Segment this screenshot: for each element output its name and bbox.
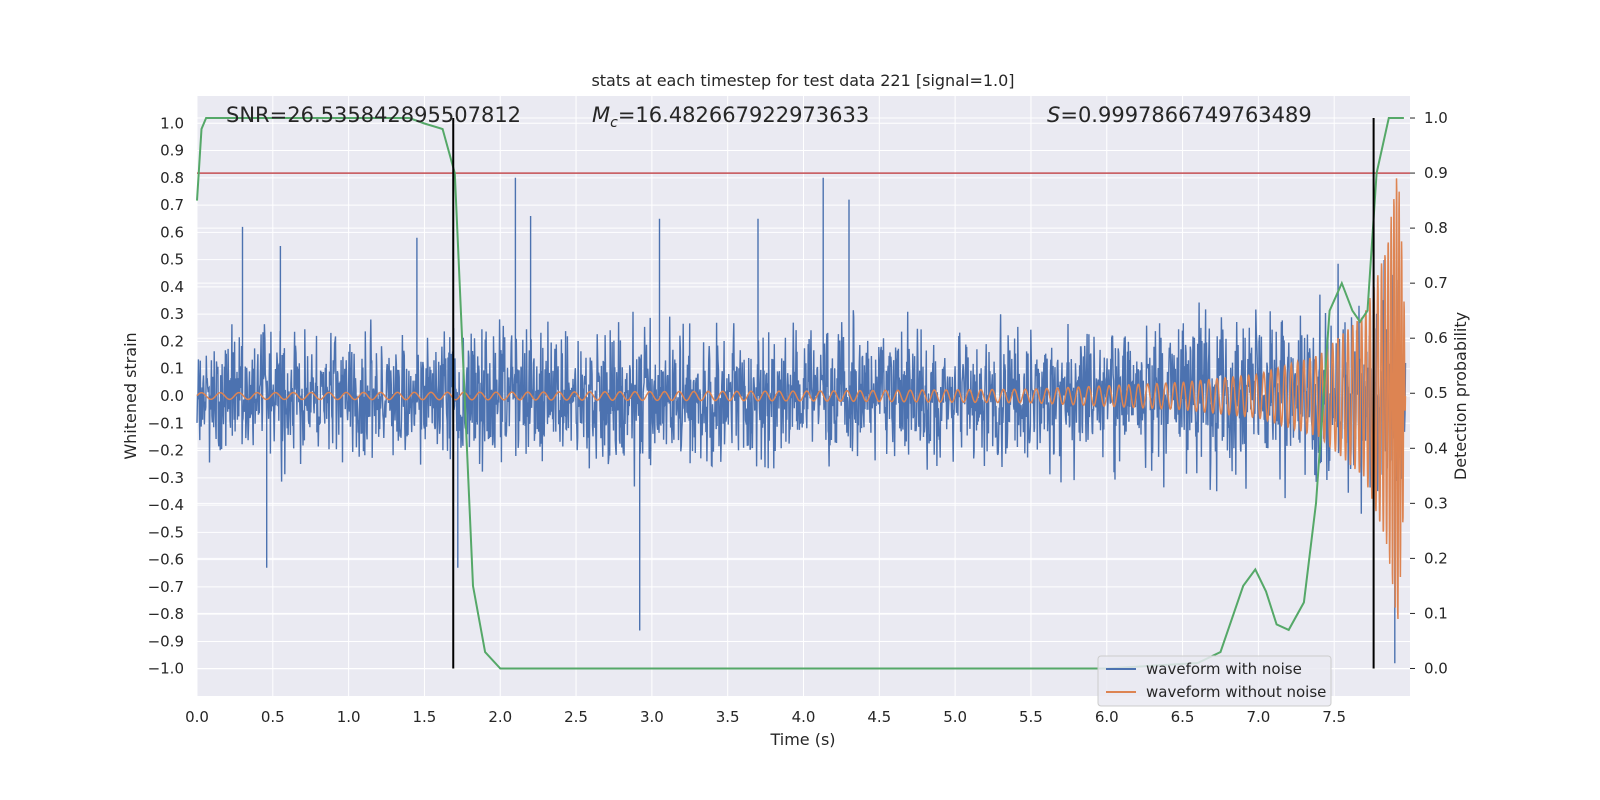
y-left-tick-label: 0.2 [160, 332, 184, 350]
y-left-tick-label: −0.7 [148, 578, 184, 596]
vertical-markers [452, 118, 1375, 669]
legend-label-clean: waveform without noise [1146, 683, 1326, 701]
y-left-tick-label: 0.9 [160, 142, 184, 160]
x-tick-label: 7.5 [1322, 708, 1346, 726]
y-left-tick-label: −0.6 [148, 551, 184, 569]
x-tick-label: 1.5 [413, 708, 437, 726]
y-axis-label-left: Whitened strain [121, 332, 140, 459]
annotation-snr: SNR=26.535842895507812 [226, 103, 521, 127]
x-tick-label: 3.0 [640, 708, 664, 726]
y-right-tick-label: 0.7 [1424, 274, 1448, 292]
y-right-tick-label: 0.2 [1424, 549, 1448, 567]
y-right-tick-label: 0.0 [1424, 659, 1448, 677]
x-tick-label: 6.0 [1095, 708, 1119, 726]
annotation-s: S=0.9997866749763489 [1047, 103, 1312, 127]
series-waveform-without-noise [196, 178, 1407, 620]
y-left-tick-label: −0.3 [148, 469, 184, 487]
y-right-tick-label: 0.5 [1424, 384, 1448, 402]
y-left-tick-label: 0.1 [160, 360, 184, 378]
line-waveform-without-noise [196, 178, 1407, 620]
legend: waveform with noise waveform without noi… [1097, 655, 1332, 707]
x-tick-label: 5.5 [1019, 708, 1043, 726]
y-left-tick-label: −0.8 [148, 605, 184, 623]
x-axis-label: Time (s) [769, 730, 835, 749]
y-left-tick-label: 0.7 [160, 196, 184, 214]
y-right-tick-label: 0.4 [1424, 439, 1448, 457]
x-tick-label: 6.5 [1171, 708, 1195, 726]
y-right-tick-label: 0.9 [1424, 164, 1448, 182]
y-right-tick-labels: 1.0 0.9 0.8 0.7 0.6 0.5 0.4 0.3 0.2 0.1 0.0 [1410, 109, 1448, 677]
x-tick-label: 3.5 [716, 708, 740, 726]
y-left-tick-label: −0.2 [148, 442, 184, 460]
y-left-tick-label: −0.1 [148, 414, 184, 432]
x-tick-labels: 0.0 0.5 1.0 1.5 2.0 2.5 3.0 3.5 4.0 4.5 5.0 5.5 6.0 6… [185, 708, 1346, 726]
y-right-tick-label: 0.6 [1424, 329, 1448, 347]
chart-title: stats at each timestep for test data 221… [591, 71, 1014, 90]
x-tick-label: 2.5 [564, 708, 588, 726]
x-tick-label: 1.0 [337, 708, 361, 726]
y-left-tick-label: 0.5 [160, 251, 184, 269]
y-left-tick-labels: 1.0 0.9 0.8 0.7 0.6 0.5 0.4 0.3 0.2 0.1 0.0 −0.1 −0.… [148, 114, 184, 677]
x-tick-label: 5.0 [943, 708, 967, 726]
y-axis-label-right: Detection probability [1451, 312, 1470, 480]
x-tick-label: 4.5 [867, 708, 891, 726]
y-left-tick-label: 0.3 [160, 305, 184, 323]
x-tick-label: 0.5 [261, 708, 285, 726]
y-left-tick-label: −0.4 [148, 496, 184, 514]
y-left-tick-label: −1.0 [148, 660, 184, 678]
y-left-tick-label: 0.0 [160, 387, 184, 405]
y-left-tick-label: −0.5 [148, 523, 184, 541]
y-left-tick-label: 0.4 [160, 278, 184, 296]
x-tick-label: 0.0 [185, 708, 209, 726]
y-right-tick-label: 0.1 [1424, 604, 1448, 622]
line-waveform-with-noise [196, 177, 1407, 664]
x-tick-label: 4.0 [792, 708, 816, 726]
y-left-tick-label: −0.9 [148, 632, 184, 650]
y-left-tick-label: 0.6 [160, 223, 184, 241]
series-waveform-with-noise [196, 177, 1407, 664]
legend-box [1097, 655, 1332, 707]
y-right-tick-label: 0.8 [1424, 219, 1448, 237]
y-right-tick-label: 0.3 [1424, 494, 1448, 512]
annotation-chirp-mass: Mc=16.482667922973633 [592, 103, 869, 131]
x-tick-label: 7.0 [1246, 708, 1270, 726]
legend-label-noise: waveform with noise [1146, 660, 1302, 678]
x-tick-label: 2.0 [488, 708, 512, 726]
y-right-tick-label: 1.0 [1424, 109, 1448, 127]
y-left-tick-label: 0.8 [160, 169, 184, 187]
y-left-tick-label: 1.0 [160, 114, 184, 132]
